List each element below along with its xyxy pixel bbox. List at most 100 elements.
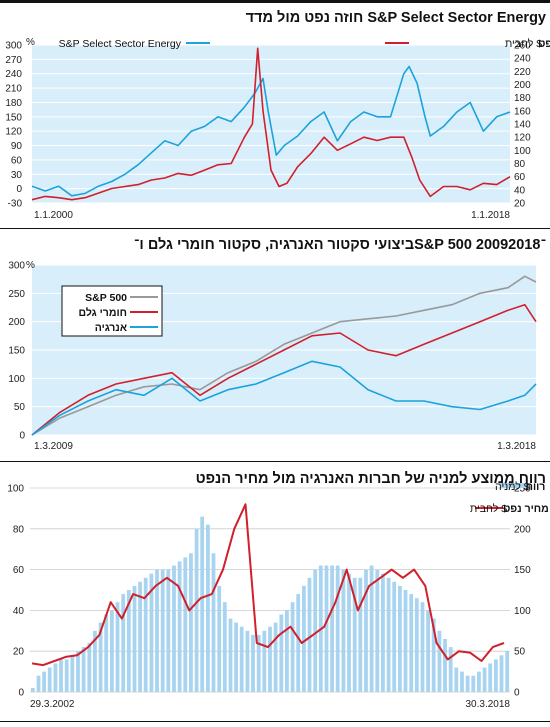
chart3-bar: [76, 651, 80, 692]
chart3-bar: [194, 528, 199, 692]
chart1-x-start: 1.1.2000: [34, 210, 73, 221]
bottom-rule: [0, 721, 550, 722]
chart3-bar: [172, 565, 176, 692]
chart3-bar: [110, 610, 114, 692]
chart3-bar: [189, 553, 193, 692]
chart1-right-tick: 140: [514, 120, 531, 131]
chart3-bar: [81, 647, 86, 692]
chart3-legend-label-oil: מחיר נפט$ לחבית: [470, 503, 549, 515]
chart2-x-start: 1.3.2009: [34, 441, 73, 452]
divider-2: [0, 461, 550, 462]
chart3-right-tick: 50: [514, 647, 526, 658]
chart1-left-tick: 60: [11, 155, 23, 166]
chart3-bar: [217, 585, 222, 692]
chart1-series-energy-line: [31, 65, 511, 197]
chart3-bar: [273, 622, 278, 692]
chart3-bar: [166, 569, 171, 692]
chart3-bar: [245, 630, 250, 692]
chart3-bar: [177, 561, 182, 692]
chart3-bar: [477, 671, 481, 692]
chart3-legend-oil-rest: $ לחבית: [470, 503, 507, 515]
chart3-left-tick: 100: [7, 484, 24, 495]
chart3-right-tick: 100: [514, 606, 531, 617]
chart2-x-end: 1.3.2018: [497, 441, 536, 452]
chart3-bar: [234, 622, 238, 692]
chart2-y-tick: 250: [8, 289, 25, 300]
chart1-right-tick: 40: [514, 185, 526, 196]
chart3-bar: [364, 569, 368, 692]
chart3-bar: [87, 643, 92, 692]
chart3-left-tick: 20: [13, 647, 25, 658]
chart3-bar: [47, 667, 52, 692]
chart3-bar: [386, 577, 391, 692]
chart1-x-end: 1.1.2018: [471, 210, 510, 221]
chart3-bar: [454, 667, 459, 692]
chart3-bar: [302, 585, 306, 692]
chart1-right-tick: 180: [514, 93, 531, 104]
chart3-bar: [403, 590, 408, 692]
chart3-bar: [375, 569, 380, 692]
chart3-bar: [465, 675, 470, 692]
chart1-left-axis: -30 0 30 60 90 120 150 180 210 240 270 300: [5, 41, 22, 210]
chart1-left-tick: -30: [8, 199, 23, 210]
chart3-bar: [98, 622, 103, 692]
chart1-unit-label: %: [26, 37, 35, 48]
chart3-bar: [160, 569, 165, 692]
chart3-bar: [211, 553, 216, 692]
chart3-bar: [36, 675, 41, 692]
chart3-x-start: 29.3.2002: [30, 699, 75, 710]
chart3-bar: [279, 614, 284, 692]
chart3-left-tick: 60: [13, 565, 25, 576]
chart3-bar: [499, 655, 504, 692]
chart3-bar: [285, 610, 289, 692]
chart3-bar: [42, 671, 46, 692]
chart3-bar: [183, 557, 188, 692]
chart3-bar: [482, 667, 487, 692]
chart1-legend-label-oil: נפט$ לחבית: [505, 38, 550, 50]
chart3-bar: [222, 602, 227, 692]
chart1-left-tick: 120: [5, 127, 22, 138]
divider-1: [0, 228, 550, 229]
chart2-series-sp500-line: [31, 275, 537, 436]
chart3-left-axis: 0 20 40 60 80 100: [7, 484, 24, 699]
chart3-bar: [494, 659, 498, 692]
chart3-bar: [488, 663, 493, 692]
chart3-bar: [505, 651, 510, 692]
chart1-right-tick: 240: [514, 54, 531, 65]
chart3-bar: [115, 602, 120, 692]
chart1-right-tick: 100: [514, 146, 531, 157]
chart3-bar: [290, 602, 295, 692]
chart2-title: ביצועי סקטור האנרגיה, סקטור חומרי גלם ו־…: [134, 237, 546, 253]
chart3-bar: [251, 634, 255, 692]
chart3-bar: [420, 602, 425, 692]
chart1-left-tick: 300: [5, 41, 22, 52]
chart3-bar: [341, 569, 346, 692]
chart2-y-tick: 150: [8, 346, 25, 357]
chart3-left-tick: 0: [18, 688, 24, 699]
chart3-bar: [381, 573, 385, 692]
chart1-left-tick: 150: [5, 112, 22, 123]
chart3-bar: [138, 581, 142, 692]
chart3-bar: [149, 573, 154, 692]
chart3-bar: [239, 626, 244, 692]
chart3-legend-oil-bold: מחיר נפט: [503, 503, 549, 515]
chart2-series: [31, 275, 537, 436]
chart3-bar: [104, 614, 109, 692]
chart3-bar: [443, 639, 447, 692]
chart3-legend-eps-bold: רווח: [526, 481, 546, 493]
chart3-right-tick: 0: [514, 688, 520, 699]
chart3-bar: [30, 687, 35, 692]
chart2-y-tick: 0: [19, 431, 25, 442]
chart3-left-tick: 80: [13, 524, 25, 535]
chart2-series-materials-line: [31, 303, 537, 436]
chart1-right-tick: 200: [514, 80, 531, 91]
chart3-legend: רווח$ למניה מחיר נפט$ לחבית: [470, 481, 549, 515]
chart2-y-axis: 0 50 100 150 200 250 300: [8, 261, 25, 442]
chart1-right-axis: 20 40 60 80 100 120 140 160 180 200 220 240 260: [514, 41, 531, 210]
chart3-legend-label-eps: רווח$ למניה: [495, 481, 545, 493]
chart1-left-tick: 30: [11, 170, 23, 181]
chart3-bar: [64, 659, 69, 692]
chart3-bar: [460, 671, 464, 692]
chart3-bar: [347, 573, 351, 692]
